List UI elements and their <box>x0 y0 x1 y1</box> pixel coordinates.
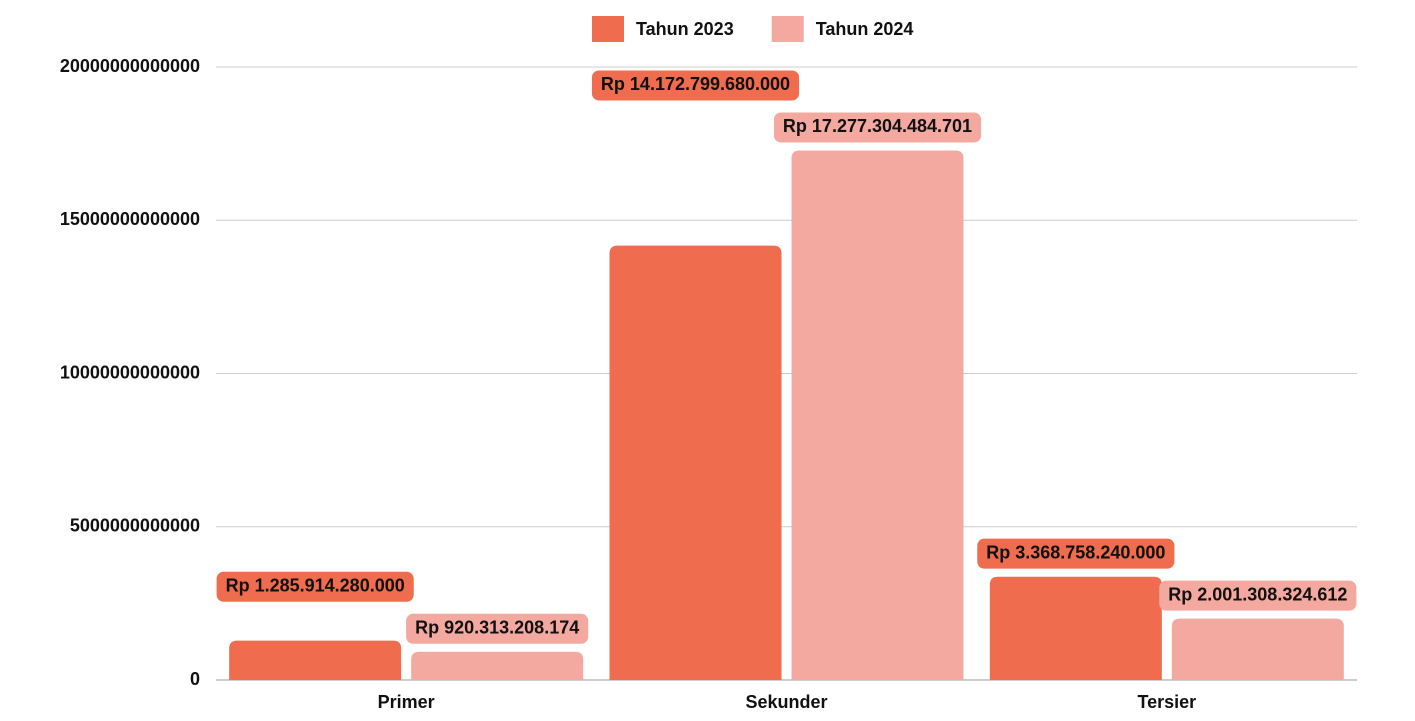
y-tick-label: 20000000000000 <box>60 56 200 76</box>
y-tick-label: 0 <box>190 669 200 689</box>
value-label: Rp 3.368.758.240.000 <box>977 539 1174 569</box>
x-tick-label: Primer <box>378 692 435 712</box>
bar <box>990 577 1162 680</box>
legend-label: Tahun 2024 <box>816 19 914 39</box>
bar <box>792 150 964 680</box>
legend: Tahun 2023 Tahun 2024 <box>592 16 913 42</box>
legend-swatch <box>592 16 624 42</box>
x-tick-label: Tersier <box>1137 692 1196 712</box>
value-label-text: Rp 14.172.799.680.000 <box>601 74 790 94</box>
value-label: Rp 1.285.914.280.000 <box>217 572 414 602</box>
y-tick-label: 15000000000000 <box>60 209 200 229</box>
bar <box>1172 619 1344 680</box>
value-label-text: Rp 2.001.308.324.612 <box>1168 584 1347 604</box>
chart: 0 5000000000000 10000000000000 150000000000… <box>0 0 1415 721</box>
value-label: Rp 920.313.208.174 <box>406 614 588 644</box>
value-label: Rp 2.001.308.324.612 <box>1159 581 1356 611</box>
value-label-text: Rp 1.285.914.280.000 <box>226 576 405 596</box>
legend-label: Tahun 2023 <box>636 19 734 39</box>
bar <box>610 246 782 680</box>
bar <box>411 652 583 680</box>
y-tick-label: 5000000000000 <box>70 516 200 536</box>
legend-swatch <box>772 16 804 42</box>
value-label-text: Rp 920.313.208.174 <box>415 618 579 638</box>
value-label: Rp 17.277.304.484.701 <box>774 112 981 142</box>
value-label-text: Rp 17.277.304.484.701 <box>783 116 972 136</box>
y-tick-label: 10000000000000 <box>60 362 200 382</box>
value-label-text: Rp 3.368.758.240.000 <box>986 542 1165 562</box>
value-label: Rp 14.172.799.680.000 <box>592 70 799 100</box>
x-tick-label: Sekunder <box>745 692 827 712</box>
bar <box>229 641 401 680</box>
